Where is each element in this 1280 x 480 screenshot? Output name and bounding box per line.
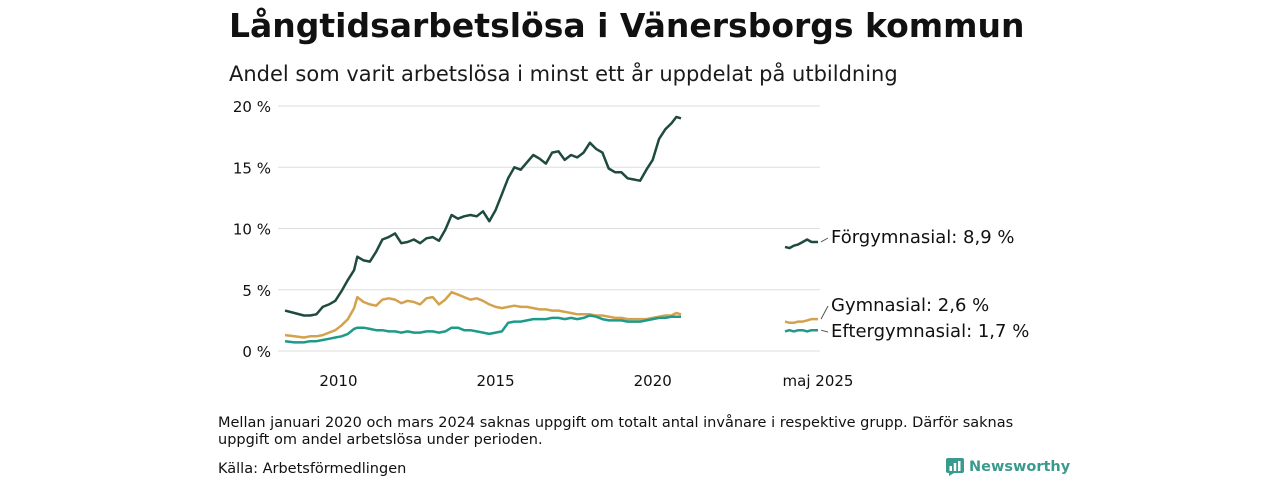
y-tick-label: 5 % xyxy=(242,282,271,300)
y-tick-label: 15 % xyxy=(233,159,271,177)
brand-logo: Newsworthy xyxy=(946,458,1070,476)
series-end-label: Gymnasial: 2,6 % xyxy=(831,295,989,316)
brand-name: Newsworthy xyxy=(969,459,1071,475)
x-tick-label: 2010 xyxy=(319,372,357,390)
y-tick-label: 10 % xyxy=(233,221,271,239)
y-axis-ticks: 0 % 5 % 10 % 15 % 20 % xyxy=(233,98,271,361)
y-tick-label: 0 % xyxy=(242,343,271,361)
chart-title: Långtidsarbetslösa i Vänersborgs kommun xyxy=(229,6,1025,45)
series-line-recent-förgymnasial xyxy=(784,238,818,250)
x-tick-label: 2015 xyxy=(476,372,514,390)
x-tick-label: 2020 xyxy=(634,372,672,390)
series-lines xyxy=(284,115,818,344)
footnote: Mellan januari 2020 och mars 2024 saknas… xyxy=(218,415,1014,448)
newsworthy-logo-icon xyxy=(946,458,964,476)
series-line-gymnasial xyxy=(284,290,682,339)
x-axis-ticks: 2010 2015 2020 maj 2025 xyxy=(319,372,853,390)
series-end-label: Eftergymnasial: 1,7 % xyxy=(831,321,1029,342)
source-text: Källa: Arbetsförmedlingen xyxy=(218,461,407,477)
series-end-labels: Förgymnasial: 8,9 % Gymnasial: 2,6 % Efter… xyxy=(820,227,1029,342)
series-line-eftergymnasial xyxy=(284,314,681,344)
label-connector xyxy=(820,329,829,333)
series-end-label: Förgymnasial: 8,9 % xyxy=(831,227,1015,248)
gridlines xyxy=(278,105,820,352)
label-connector xyxy=(820,305,829,320)
series-line-förgymnasial xyxy=(284,115,682,317)
series-line-recent-gymnasial xyxy=(784,317,818,325)
line-chart: 0 %5 %10 %15 %20 % 2010 2015 2020 maj 2025 … xyxy=(233,98,1029,390)
x-tick-label-recent: maj 2025 xyxy=(783,372,854,390)
y-tick-label: 20 % xyxy=(233,98,271,116)
label-connector xyxy=(820,237,829,243)
series-line-recent-eftergymnasial xyxy=(784,328,818,333)
chart-subtitle: Andel som varit arbetslösa i minst ett å… xyxy=(229,62,898,86)
